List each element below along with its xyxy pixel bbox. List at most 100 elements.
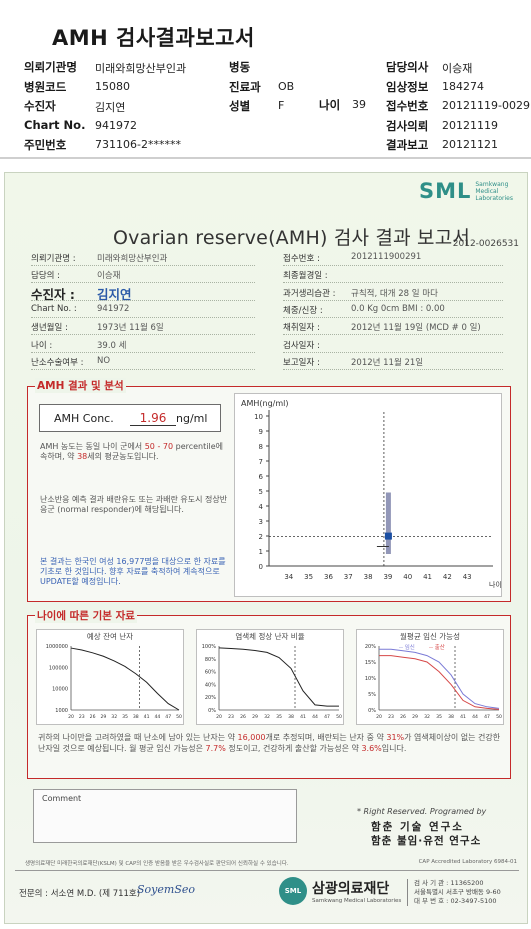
info-label: 체중/신장 : [283, 305, 323, 316]
x-tick-label: 42 [443, 573, 452, 581]
info-label: 과거생리습관 : [283, 288, 336, 299]
info-label: 채취일자 : [283, 323, 320, 334]
info-value: 이승재 [97, 271, 121, 282]
pregnancy-chance-chart: 월평균 임신 가능성 0% 5% 10% 15% 20% 20 23 26 29 32 35 38 41… [356, 629, 504, 725]
amh-response-text: 난소반응 예측 결과 배란유도 또는 과배란 유도시 정상반응군 (normal… [40, 495, 228, 514]
mini-y-tick-label: 5% [368, 692, 376, 698]
report-number: 2012-0026531 [452, 239, 519, 249]
label-mid-field-key: 진료과 [229, 79, 261, 94]
remaining-eggs-chart: 예상 잔여 난자 1000 10000 100000 1000000 20 23 26 29 3… [36, 629, 184, 725]
amh-result-box: AMH Conc. 1.96 ng/ml AMH 농도는 동일 나이 군에서 5… [27, 386, 511, 602]
mini-x-tick-label: 23 [228, 714, 234, 720]
label-left-field-value: 김지연 [95, 101, 126, 114]
info-label: 담당의 : [31, 271, 61, 282]
info-label: 검사일자 : [283, 340, 320, 351]
label-left-field-value: 15080 [95, 79, 130, 93]
mini-x-tick-label: 38 [448, 714, 454, 720]
info-label: 보고일자 : [283, 357, 320, 368]
mini-y-tick-label: 20% [365, 644, 376, 650]
developer-2: 함춘 불임·유전 연구소 [371, 835, 482, 847]
foundation-logo: SML 삼광의료재단 Samkwang Medical Laboratories [279, 877, 401, 905]
label-left-field-key: 주민번호 [24, 138, 67, 152]
amh-concentration: AMH Conc. 1.96 ng/ml [39, 404, 221, 432]
info-value: 미래와희망산부인과 [97, 254, 168, 264]
label-right-field-key: 접수번호 [386, 99, 429, 113]
mini-x-tick-label: 29 [412, 714, 418, 720]
mini-y-tick-label: 15% [365, 660, 376, 666]
y-tick-label: 4 [259, 503, 264, 511]
mini-y-tick-label: 0% [208, 708, 216, 714]
label-left-field-value: 941972 [95, 118, 137, 132]
label-age-key: 나이 [319, 98, 341, 112]
info-underline [283, 282, 503, 284]
age-data-box: 예상 잔여 난자 1000 10000 100000 1000000 20 23 26 29 3… [27, 615, 511, 779]
mini-y-tick-label: 1000000 [46, 644, 68, 650]
x-tick-label: 43 [463, 573, 472, 581]
x-tick-label: 37 [344, 573, 353, 581]
mini-x-tick-label: 44 [312, 714, 318, 720]
y-tick-label: 5 [259, 488, 263, 496]
series-line [379, 648, 500, 709]
label-mid-field-key: 병동 [229, 60, 251, 74]
label-right-field-value: 20121119-0029 [442, 99, 530, 112]
info-value: 규칙적, 대개 28 일 마다 [351, 288, 438, 299]
label-title: AMH 검사결과보고서 [52, 26, 255, 50]
mini-y-tick-label: 60% [205, 670, 216, 676]
info-underline [283, 316, 503, 318]
info-value: 39.0 세 [97, 340, 127, 351]
mini-x-tick-label: 29 [252, 714, 258, 720]
mini-x-tick-label: 32 [424, 714, 430, 720]
label-right-field-key: 결과보고 [386, 138, 429, 152]
amh-conc-label: AMH Conc. [54, 412, 114, 425]
info-underline [283, 299, 503, 301]
info-value: 2012111900291 [351, 252, 422, 262]
mini-x-tick-label: 20 [68, 714, 74, 720]
mini-x-tick-label: 47 [165, 714, 171, 720]
mini-y-tick-label: 1000 [55, 708, 68, 714]
mini-x-tick-label: 41 [300, 714, 306, 720]
mini-x-tick-label: 44 [472, 714, 478, 720]
mini-y-tick-label: 20% [205, 695, 216, 701]
info-value: NO [97, 355, 111, 366]
label-right-field-key: 임상정보 [386, 79, 429, 94]
label-right-field-value: 20121121 [442, 138, 498, 151]
mini-y-tick-label: 10000 [52, 687, 68, 693]
doctor-name: 전문의 : 서소연 M.D. (제 711호) [19, 889, 141, 899]
mini-x-tick-label: 32 [111, 714, 117, 720]
age-summary-text: 귀하의 나이만을 고려하였을 때 난소에 남아 있는 난자는 약 16,000개… [38, 733, 501, 753]
info-value: 2012년 11월 21일 [351, 357, 424, 368]
label-right-field-value: 이승재 [442, 62, 473, 75]
mini-x-tick-label: 35 [276, 714, 282, 720]
footer-divider [15, 870, 519, 871]
info-underline [31, 282, 255, 284]
x-tick-label: 40 [403, 573, 412, 581]
y-tick-label: 3 [259, 518, 263, 526]
comment-label: Comment [42, 794, 82, 803]
x-tick-label: 34 [284, 573, 293, 581]
amh-conc-unit: ng/ml [176, 412, 208, 425]
mini-x-tick-label: 32 [264, 714, 270, 720]
divider [0, 157, 531, 159]
info-underline [283, 265, 503, 266]
report-title: Ovarian reserve(AMH) 검사 결과 보고서 [113, 227, 471, 249]
info-label: Chart No. : [31, 303, 77, 314]
developer-1: 함춘 기술 연구소 [371, 821, 464, 833]
normal-eggs-chart: 염색체 정상 난자 비율 0% 20% 40% 60% 80% 100% 20 23 26 29 3… [196, 629, 344, 725]
legend-item: -- 출산 [429, 643, 445, 651]
info-label: 접수번호 : [283, 254, 320, 264]
label-left-field-key: 병원코드 [24, 79, 67, 94]
label-left-field-value: 미래와희망산부인과 [95, 62, 187, 75]
mini-x-tick-label: 23 [388, 714, 394, 720]
mini-x-tick-label: 50 [176, 714, 182, 720]
label-age-value: 39 [352, 98, 366, 111]
label-left-field-value: 731106-2****** [95, 138, 181, 151]
foundation-name: 삼광의료재단 [312, 881, 390, 897]
info-value: 941972 [97, 303, 130, 314]
info-label: 수진자 : [31, 286, 75, 302]
info-underline [31, 351, 255, 353]
label-mid-field-value: F [278, 99, 285, 112]
mini-y-tick-label: 40% [205, 682, 216, 688]
mini-y-tick-label: 100000 [49, 665, 68, 671]
label-left-field-key: 의뢰기관명 [24, 60, 77, 74]
info-underline [31, 368, 255, 370]
